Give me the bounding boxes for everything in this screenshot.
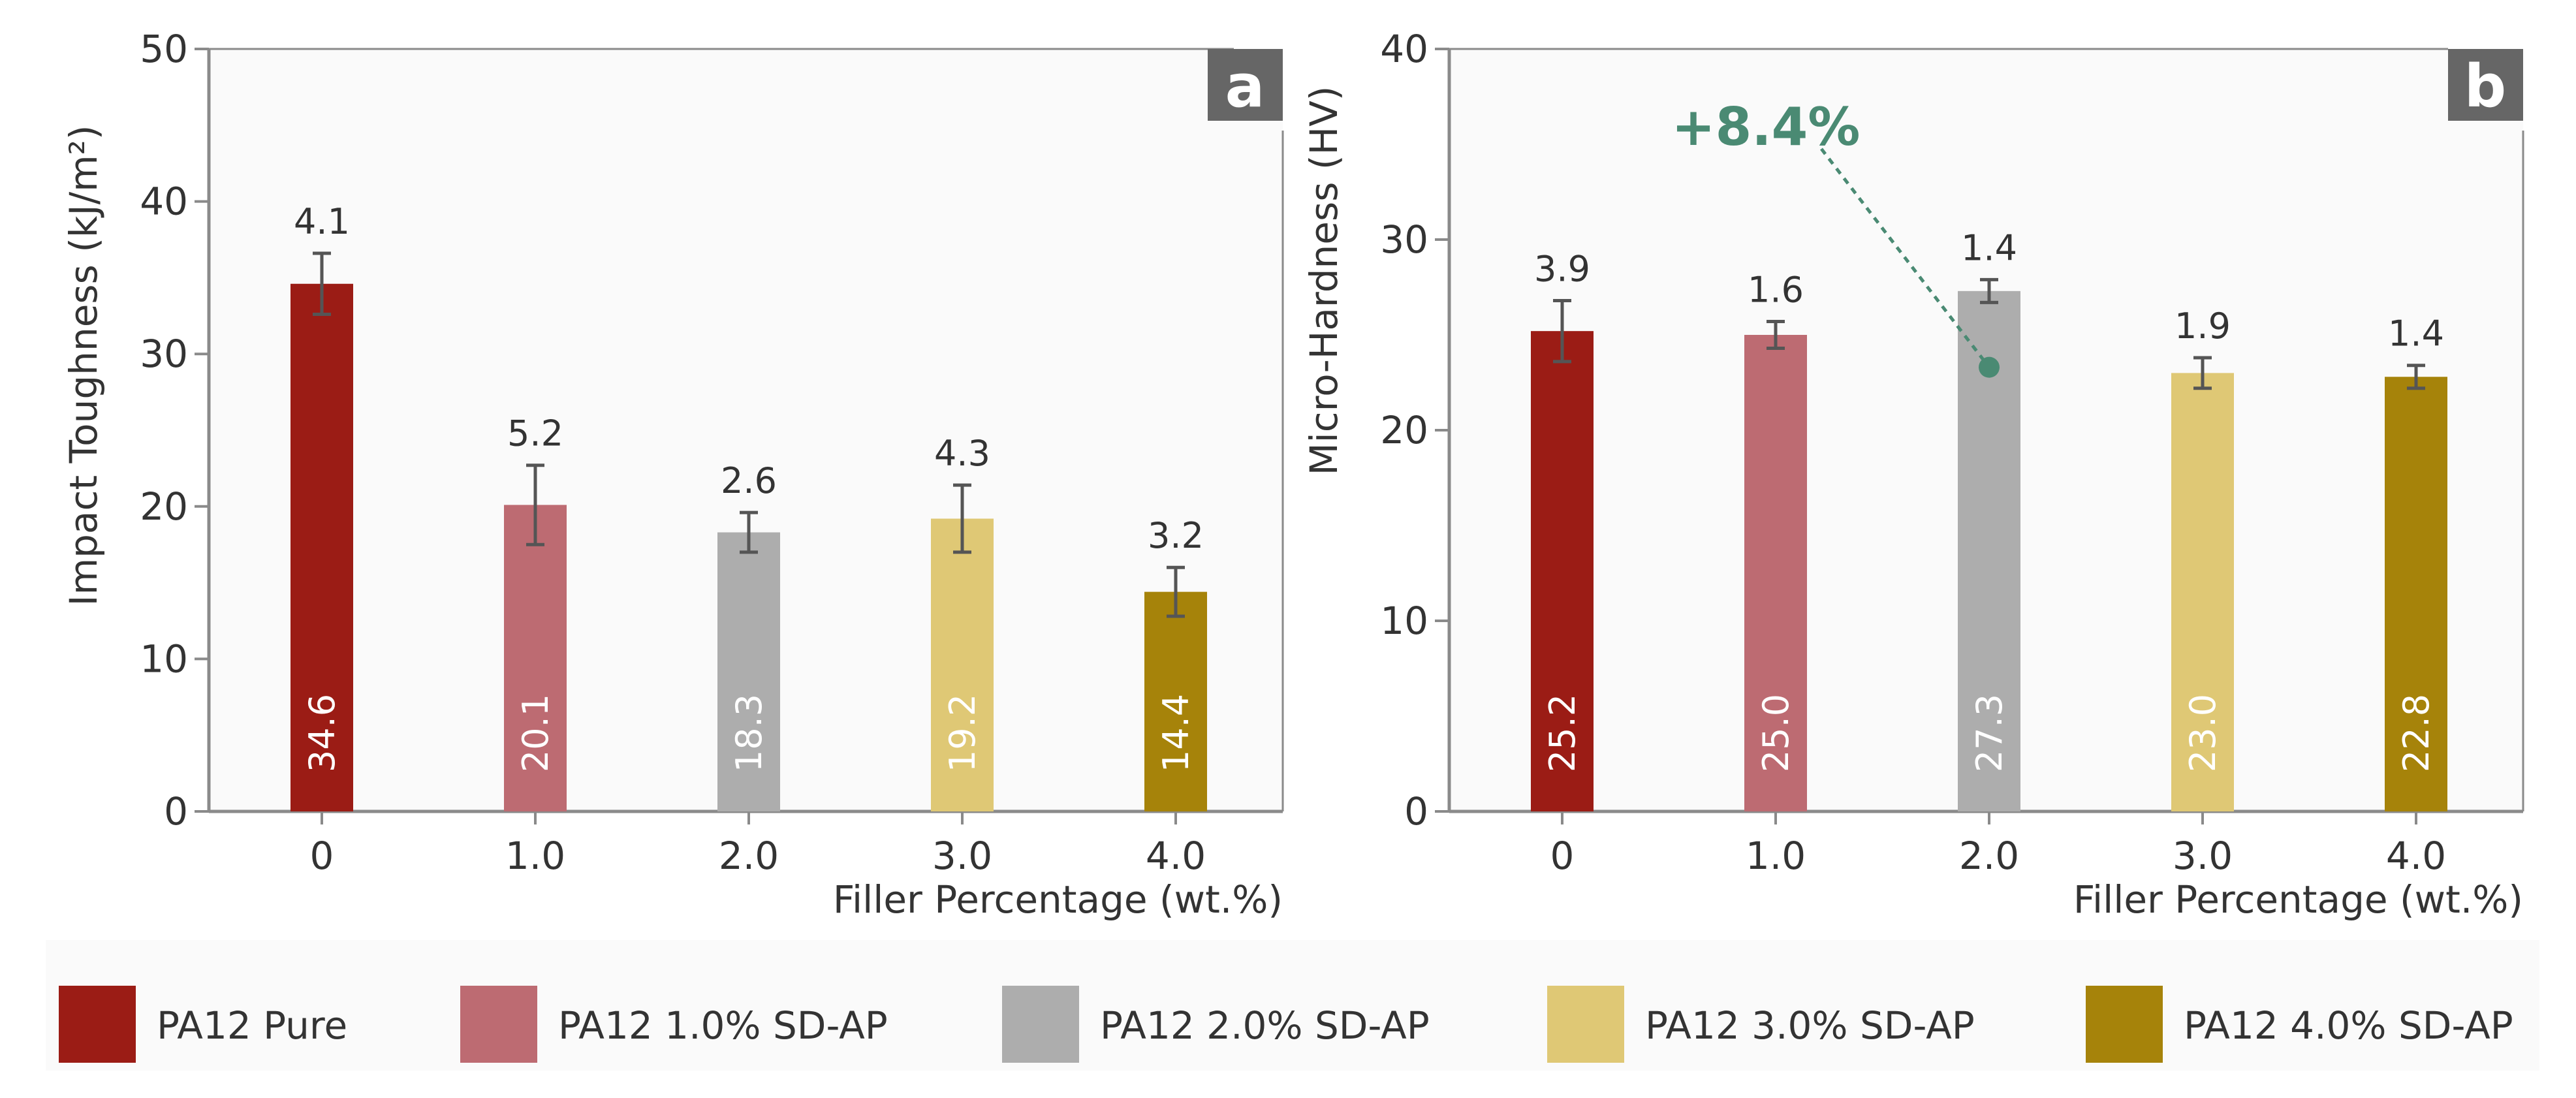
bar — [504, 505, 567, 811]
bar — [1958, 290, 2020, 812]
legend-swatch — [59, 986, 136, 1063]
panel-b-x-ticks: 0 1.0 2.0 3.0 4.0 — [1550, 811, 2446, 878]
error-value-label: 4.3 — [934, 433, 990, 474]
y-tick-label: 10 — [1380, 599, 1428, 643]
panel-a-x-axis-title: Filler Percentage (wt.%) — [833, 877, 1283, 922]
x-tick-label: 4.0 — [2386, 834, 2446, 878]
panel-a-tag: a — [1225, 52, 1265, 121]
panel-b-micro-hardness: b Micro-Hardness (HV) Filler Percentage … — [1302, 27, 2524, 922]
y-tick-label: 20 — [1380, 408, 1428, 452]
bar — [2385, 377, 2447, 811]
y-tick-label: 40 — [1380, 27, 1428, 71]
bar — [931, 518, 994, 811]
x-tick-label: 4.0 — [1146, 834, 1206, 878]
annotation-leader-line — [1820, 148, 1990, 369]
annotation-marker — [1979, 356, 2000, 378]
bar-value-label: 18.3 — [729, 694, 770, 772]
y-tick-label: 0 — [1404, 789, 1428, 834]
legend-label: PA12 4.0% SD-AP — [2184, 1003, 2513, 1048]
error-value-label: 1.4 — [1961, 227, 2017, 268]
panel-a-x-ticks: 0 1.0 2.0 3.0 4.0 — [310, 811, 1206, 878]
bar-value-label: 27.3 — [1969, 694, 2010, 772]
error-value-label: 1.9 — [2175, 306, 2231, 347]
panel-a-y-ticks: 0 10 20 30 40 50 — [140, 27, 209, 834]
x-tick-label: 2.0 — [1959, 834, 2019, 878]
bar-value-label: 22.8 — [2396, 694, 2437, 772]
bar-value-label: 25.0 — [1755, 694, 1797, 772]
bar — [1744, 335, 1807, 811]
x-tick-label: 0 — [310, 834, 334, 878]
x-tick-label: 3.0 — [2173, 834, 2233, 878]
error-value-label: 3.9 — [1534, 248, 1590, 289]
error-value-label: 5.2 — [507, 413, 563, 454]
legend-swatch — [2086, 986, 2163, 1063]
legend-swatch — [460, 986, 537, 1063]
bar-value-label: 23.0 — [2182, 694, 2223, 772]
panel-b-y-ticks: 0 10 20 30 40 — [1380, 27, 1449, 834]
legend-label: PA12 3.0% SD-AP — [1645, 1003, 1975, 1048]
y-tick-label: 50 — [140, 27, 188, 71]
x-tick-label: 0 — [1550, 834, 1575, 878]
y-tick-label: 10 — [140, 636, 188, 681]
bar — [717, 532, 780, 811]
x-tick-label: 1.0 — [505, 834, 565, 878]
legend-swatch — [1547, 986, 1624, 1063]
y-tick-label: 30 — [1380, 217, 1428, 262]
error-value-label: 2.6 — [721, 460, 777, 501]
legend-label: PA12 1.0% SD-AP — [558, 1003, 888, 1048]
legend-label: PA12 2.0% SD-AP — [1100, 1003, 1430, 1048]
bar — [2171, 373, 2234, 811]
y-tick-label: 0 — [164, 789, 188, 834]
x-tick-label: 2.0 — [719, 834, 779, 878]
panel-b-tag: b — [2464, 52, 2506, 121]
panel-a-y-axis-title: Impact Toughness (kJ/m²) — [61, 125, 106, 606]
bar-value-label: 19.2 — [942, 694, 983, 772]
annotation-label: +8.4% — [1672, 97, 1861, 157]
error-value-label: 4.1 — [294, 201, 350, 242]
panel-a-tag-box — [1208, 49, 1283, 121]
panel-a-bars: 34.6 4.1 20.1 5.2 18.3 2.6 19.2 4.3 14.4 3.2 — [291, 201, 1207, 811]
panel-b-tag-box — [2448, 49, 2523, 121]
panel-b-bars: 25.2 3.9 25.0 1.6 27.3 1.4 23.0 1.9 22.8 1.4 — [1531, 227, 2447, 812]
legend: PA12 Pure PA12 1.0% SD-AP PA12 2.0% SD-AP P… — [46, 940, 2539, 1071]
legend-label: PA12 Pure — [157, 1003, 347, 1048]
bar — [1531, 331, 1594, 811]
x-tick-label: 1.0 — [1746, 834, 1806, 878]
y-tick-label: 30 — [140, 332, 188, 376]
y-tick-label: 40 — [140, 180, 188, 224]
error-value-label: 1.4 — [2388, 313, 2444, 354]
y-tick-label: 20 — [140, 484, 188, 529]
panel-b-y-axis-title: Micro-Hardness (HV) — [1302, 86, 1346, 476]
panel-b-x-axis-title: Filler Percentage (wt.%) — [2073, 877, 2523, 922]
bar-value-label: 34.6 — [302, 694, 343, 772]
bar-value-label: 14.4 — [1155, 694, 1197, 772]
bar-value-label: 25.2 — [1542, 694, 1583, 772]
bar-value-label: 20.1 — [515, 694, 556, 772]
legend-swatch — [1002, 986, 1079, 1063]
panel-b-annotation: +8.4% — [1672, 97, 2000, 378]
x-tick-label: 3.0 — [932, 834, 992, 878]
error-value-label: 3.2 — [1148, 515, 1204, 556]
panel-a-impact-toughness: a Impact Toughness (kJ/m²) Filler Percen… — [61, 27, 1284, 922]
bar — [291, 283, 353, 811]
bar — [1144, 591, 1207, 811]
error-value-label: 1.6 — [1748, 270, 1804, 311]
